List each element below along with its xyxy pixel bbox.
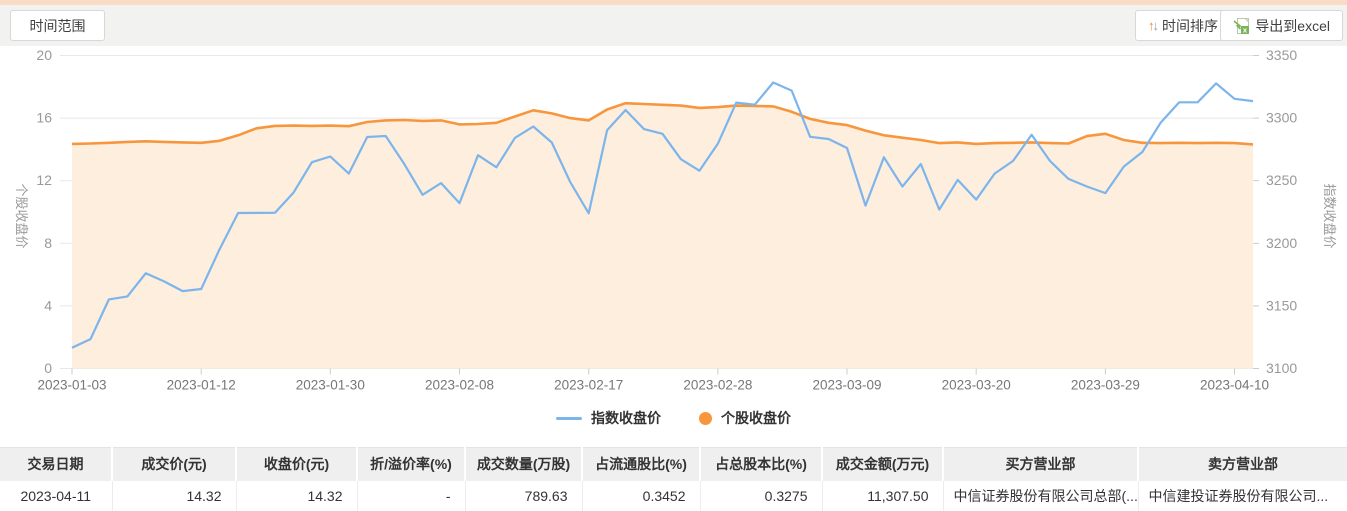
svg-text:3100: 3100 <box>1266 360 1297 376</box>
toolbar: 时间范围 ↑↓ 时间排序 x 导出到excel <box>0 5 1347 46</box>
legend-label-index: 指数收盘价 <box>591 410 661 426</box>
svg-text:2023-03-20: 2023-03-20 <box>942 378 1011 393</box>
cell-volume: 789.63 <box>465 480 583 511</box>
col-header-close-price: 收盘价(元) <box>236 447 358 481</box>
svg-text:2023-02-17: 2023-02-17 <box>554 378 623 393</box>
table-row: 2023-04-11 14.32 14.32 - 789.63 0.3452 0… <box>0 480 1347 511</box>
legend-item-stock-close[interactable]: 个股收盘价 <box>699 408 791 428</box>
svg-text:个股收盘价: 个股收盘价 <box>14 183 29 248</box>
cell-seller-branch: 中信建投证券股份有限公司... <box>1138 480 1347 511</box>
time-sort-label: 时间排序 <box>1162 17 1218 34</box>
col-header-deal-price: 成交价(元) <box>112 447 237 481</box>
export-excel-label: 导出到excel <box>1255 17 1330 34</box>
svg-text:2023-02-28: 2023-02-28 <box>683 378 752 393</box>
svg-text:0: 0 <box>44 360 52 376</box>
legend-label-stock: 个股收盘价 <box>721 410 791 426</box>
col-header-buyer-branch: 买方营业部 <box>943 447 1139 481</box>
col-header-premium-rate: 折/溢价率(%) <box>357 447 466 481</box>
cell-deal-price: 14.32 <box>112 480 237 511</box>
col-header-total-share-ratio: 占总股本比(%) <box>700 447 823 481</box>
svg-text:x: x <box>1243 25 1248 34</box>
cell-premium-rate: - <box>357 480 466 511</box>
dual-axis-price-chart: 20 3350 16 3300 12 3250 8 3200 4 3150 0 3100 2023-01… <box>0 46 1347 396</box>
cell-float-share-ratio: 0.3452 <box>582 480 701 511</box>
svg-text:2023-02-08: 2023-02-08 <box>425 378 494 393</box>
col-header-seller-branch: 卖方营业部 <box>1138 447 1347 481</box>
svg-text:2023-03-29: 2023-03-29 <box>1071 378 1140 393</box>
svg-text:3350: 3350 <box>1266 47 1297 63</box>
svg-text:2023-03-09: 2023-03-09 <box>812 378 881 393</box>
index-line-swatch-icon <box>556 416 582 420</box>
time-range-label: 时间范围 <box>29 17 86 34</box>
chart-legend: 指数收盘价 个股收盘价 <box>0 402 1347 434</box>
svg-text:3300: 3300 <box>1266 110 1297 126</box>
export-excel-button[interactable]: x 导出到excel <box>1220 10 1343 41</box>
cell-close-price: 14.32 <box>236 480 358 511</box>
svg-text:3250: 3250 <box>1266 172 1297 188</box>
table-header-row: 交易日期 成交价(元) 收盘价(元) 折/溢价率(%) 成交数量(万股) 占流通… <box>0 447 1347 481</box>
svg-text:8: 8 <box>44 235 52 251</box>
excel-export-icon: x <box>1233 17 1250 34</box>
svg-text:4: 4 <box>44 297 52 313</box>
col-header-volume: 成交数量(万股) <box>465 447 583 481</box>
stock-dot-swatch-icon <box>699 411 712 425</box>
time-range-button[interactable]: 时间范围 <box>10 10 105 41</box>
legend-item-index-close[interactable]: 指数收盘价 <box>556 408 661 428</box>
col-header-trade-date: 交易日期 <box>0 447 113 481</box>
svg-text:3150: 3150 <box>1266 297 1297 313</box>
svg-text:3200: 3200 <box>1266 235 1297 251</box>
svg-text:2023-01-03: 2023-01-03 <box>37 378 106 393</box>
svg-text:20: 20 <box>36 47 52 63</box>
cell-buyer-branch: 中信证券股份有限公司总部(... <box>943 480 1139 511</box>
top-accent-strip <box>0 0 1347 5</box>
col-header-amount: 成交金额(万元) <box>822 447 944 481</box>
cell-total-share-ratio: 0.3275 <box>700 480 823 511</box>
time-sort-button[interactable]: ↑↓ 时间排序 <box>1135 10 1231 41</box>
svg-text:12: 12 <box>36 172 52 188</box>
col-header-float-share-ratio: 占流通股比(%) <box>582 447 701 481</box>
svg-text:指数收盘价: 指数收盘价 <box>1322 183 1337 248</box>
cell-trade-date: 2023-04-11 <box>0 480 113 511</box>
svg-text:2023-04-10: 2023-04-10 <box>1200 378 1269 393</box>
sort-arrows-icon: ↑↓ <box>1148 18 1159 33</box>
block-trade-table: 交易日期 成交价(元) 收盘价(元) 折/溢价率(%) 成交数量(万股) 占流通… <box>0 447 1347 511</box>
svg-text:2023-01-30: 2023-01-30 <box>296 378 365 393</box>
svg-text:16: 16 <box>36 110 52 126</box>
svg-text:2023-01-12: 2023-01-12 <box>167 378 236 393</box>
cell-amount: 11,307.50 <box>822 480 944 511</box>
chart-canvas: 20 3350 16 3300 12 3250 8 3200 4 3150 0 3100 2023-01… <box>14 47 1337 393</box>
